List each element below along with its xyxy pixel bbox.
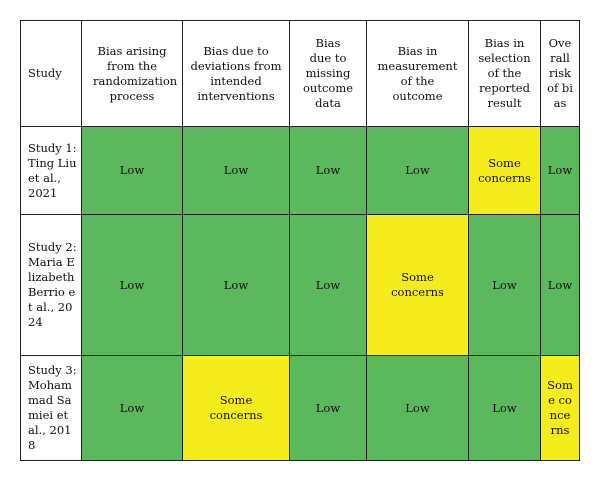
rating-cell: Low	[81, 214, 183, 356]
rating-cell: Some concerns	[540, 355, 580, 461]
header-missing-data: Bias due to missing outcome data	[289, 20, 367, 127]
header-deviations: Bias due to deviations from intended int…	[182, 20, 290, 127]
rating-cell: Low	[289, 355, 367, 461]
study-cell: Study 1: Ting Liu et al., 2021	[20, 126, 82, 215]
rating-cell: Low	[540, 214, 580, 356]
header-selection: Bias in selection of the reported result	[468, 20, 541, 127]
table-row: Study 3: Mohammad Samiei et al., 2018 Lo…	[20, 355, 580, 461]
study-cell: Study 3: Mohammad Samiei et al., 2018	[20, 355, 82, 461]
study-cell: Study 2: Maria Elizabeth Berrio et al., …	[20, 214, 82, 356]
header-study: Study	[20, 20, 82, 127]
header-row: Study Bias arising from the randomizatio…	[20, 20, 580, 127]
header-overall: Overall risk of bias	[540, 20, 580, 127]
rating-cell: Low	[81, 355, 183, 461]
rating-cell: Low	[366, 355, 469, 461]
risk-of-bias-table: Study Bias arising from the randomizatio…	[20, 20, 580, 461]
rating-cell: Low	[289, 126, 367, 215]
table-row: Study 2: Maria Elizabeth Berrio et al., …	[20, 214, 580, 356]
table-row: Study 1: Ting Liu et al., 2021 Low Low L…	[20, 126, 580, 215]
rating-cell: Low	[182, 214, 290, 356]
rating-cell: Some concerns	[366, 214, 469, 356]
rating-cell: Low	[81, 126, 183, 215]
rating-cell: Some concerns	[468, 126, 541, 215]
rating-cell: Low	[540, 126, 580, 215]
rating-cell: Low	[468, 214, 541, 356]
rating-cell: Low	[289, 214, 367, 356]
rating-cell: Low	[468, 355, 541, 461]
header-measurement: Bias in measurement of the outcome	[366, 20, 469, 127]
rating-cell: Some concerns	[182, 355, 290, 461]
header-randomization: Bias arising from the randomization proc…	[81, 20, 183, 127]
rating-cell: Low	[182, 126, 290, 215]
rating-cell: Low	[366, 126, 469, 215]
